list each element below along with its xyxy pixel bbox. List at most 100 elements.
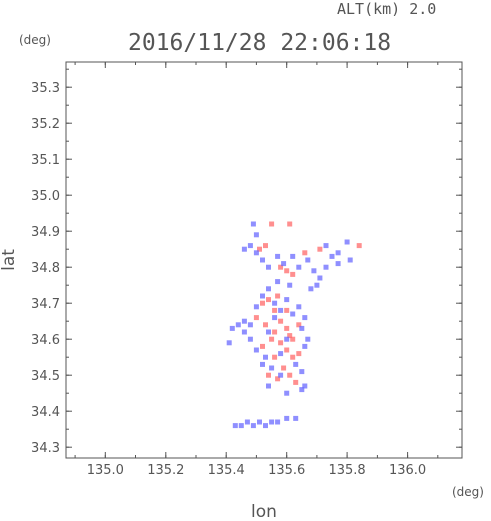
- y-axis-label: lat: [0, 249, 19, 271]
- positive-echo-point: [293, 379, 299, 385]
- negative-echo-point: [290, 253, 296, 259]
- negative-echo-point: [241, 329, 247, 335]
- negative-echo-point: [260, 361, 265, 367]
- y-tick-label: 34.4: [31, 405, 60, 420]
- negative-echo-point: [250, 423, 256, 429]
- positive-echo-point: [284, 325, 290, 331]
- lon-unit-label: (deg): [452, 485, 484, 499]
- positive-echo-point: [263, 322, 268, 328]
- positive-echo-point: [278, 318, 284, 324]
- negative-echo-point: [263, 354, 268, 360]
- negative-echo-point: [308, 286, 314, 292]
- negative-echo-point: [296, 304, 302, 310]
- y-tick-label: 35.3: [31, 81, 60, 96]
- negative-echo-point: [275, 279, 281, 285]
- negative-echo-point: [247, 336, 253, 342]
- positive-echo-point: [287, 221, 293, 227]
- positive-echo-point: [266, 297, 271, 303]
- negative-echo-point: [253, 250, 259, 256]
- negative-echo-point: [253, 232, 259, 238]
- negative-echo-point: [235, 322, 241, 328]
- negative-echo-point: [335, 261, 341, 267]
- positive-echo-point: [296, 322, 302, 328]
- negative-echo-point: [284, 415, 290, 421]
- positive-echo-point: [260, 300, 265, 306]
- x-tick-label: 135.0: [87, 463, 124, 478]
- positive-echo-point: [287, 372, 293, 378]
- negative-echo-point: [293, 361, 299, 367]
- positive-echo-point: [263, 243, 268, 249]
- negative-echo-point: [244, 419, 250, 425]
- positive-echo-point: [275, 293, 281, 299]
- negative-echo-point: [281, 261, 287, 267]
- positive-echo-point: [284, 347, 290, 353]
- negative-echo-point: [272, 300, 278, 306]
- y-tick-label: 34.5: [31, 369, 60, 384]
- positive-echo-point: [260, 343, 265, 349]
- positive-echo-point: [290, 271, 296, 277]
- negative-echo-point: [266, 329, 271, 335]
- negative-echo-point: [266, 286, 271, 292]
- negative-echo-point: [232, 423, 238, 429]
- negative-echo-point: [314, 282, 320, 288]
- altitude-label: ALT(km) 2.0: [337, 0, 436, 18]
- positive-echo-point: [257, 246, 262, 252]
- negative-echo-point: [247, 243, 253, 249]
- x-tick-label: 135.4: [208, 463, 245, 478]
- negative-echo-point: [275, 419, 281, 425]
- negative-echo-point: [299, 387, 305, 393]
- negative-echo-point: [344, 239, 350, 245]
- positive-echo-point: [287, 333, 293, 339]
- negative-echo-point: [263, 423, 268, 429]
- negative-echo-point: [253, 347, 259, 353]
- negative-echo-point: [247, 322, 253, 328]
- negative-echo-point: [296, 264, 302, 270]
- negative-echo-point: [229, 325, 235, 331]
- y-tick-label: 34.8: [31, 261, 60, 276]
- positive-echo-point: [269, 221, 275, 227]
- x-axis-label: lon: [251, 502, 277, 521]
- y-tick-label: 35.2: [31, 117, 60, 132]
- positive-echo-point: [290, 336, 296, 342]
- negative-echo-point: [278, 372, 284, 378]
- positive-echo-point: [281, 365, 287, 371]
- x-tick-label: 135.6: [268, 463, 305, 478]
- negative-echo-point: [302, 383, 308, 389]
- lat-unit-label: (deg): [19, 33, 51, 47]
- y-tick-label: 34.3: [31, 441, 60, 456]
- negative-echo-point: [269, 419, 275, 425]
- positive-echo-point: [296, 351, 302, 357]
- positive-echo-point: [356, 243, 362, 249]
- tick-labels: 135.0 135.2 135.4 135.6 135.8 136.0 34.3 34.4 34…: [31, 81, 426, 478]
- negative-echo-point: [299, 369, 305, 375]
- negative-echo-point: [266, 264, 271, 270]
- negative-echo-point: [302, 315, 308, 321]
- x-tick-label: 135.8: [328, 463, 365, 478]
- plot-frame: [65, 61, 463, 459]
- negative-echo-point: [272, 315, 278, 321]
- negative-echo-point: [278, 351, 284, 357]
- negative-echo-point: [305, 336, 311, 342]
- positive-echo-point: [278, 340, 284, 346]
- negative-echo-point: [323, 243, 329, 249]
- positive-echo-point: [266, 372, 271, 378]
- negative-echo-point: [299, 325, 305, 331]
- negative-echo-point: [269, 365, 275, 371]
- positive-echo-point: [269, 336, 275, 342]
- positive-echo-point: [272, 307, 278, 313]
- negative-echo-point: [293, 415, 299, 421]
- negative-echo-point: [323, 264, 329, 270]
- negative-echo-point: [275, 253, 281, 259]
- negative-echo-point: [241, 318, 247, 324]
- positive-echo-point: [317, 246, 323, 252]
- negative-echo-point: [284, 297, 290, 303]
- timestamp-title: 2016/11/28 22:06:18: [128, 30, 391, 56]
- negative-echo-point: [311, 268, 317, 274]
- positive-echo-point: [284, 268, 290, 274]
- negative-echo-point: [302, 343, 308, 349]
- positive-echo-point: [302, 250, 308, 256]
- negative-echo-point: [290, 311, 296, 317]
- negative-echo-point: [266, 383, 271, 389]
- y-tick-label: 34.9: [31, 225, 60, 240]
